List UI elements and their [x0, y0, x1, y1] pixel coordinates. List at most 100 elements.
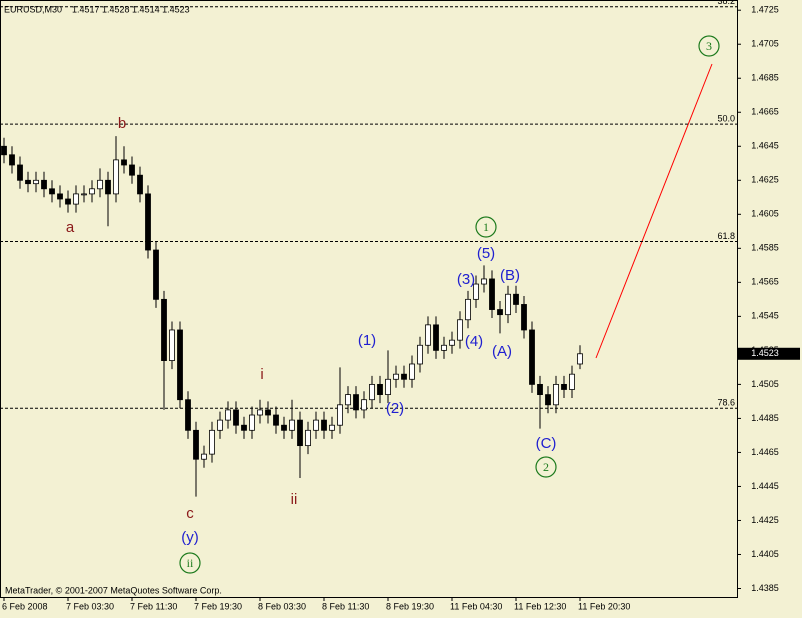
candle-body: [57, 193, 63, 200]
wave-circle: [179, 552, 201, 574]
candle-body: [73, 193, 79, 205]
x-tick-label: 8 Feb 03:30: [258, 601, 306, 611]
y-tick-label: 1.4405: [751, 549, 779, 559]
wave-circle: [535, 456, 557, 478]
candle-body: [113, 159, 119, 195]
candle-body: [65, 198, 71, 205]
chart-title: EURUSD,M30: [4, 4, 62, 14]
candle-body: [505, 293, 511, 316]
candle-body: [81, 193, 87, 196]
wave-label: (C): [536, 435, 557, 452]
y-tick-label: 1.4505: [751, 379, 779, 389]
y-tick-label: 1.4725: [751, 5, 779, 15]
footer: MetaTrader, © 2001-2007 MetaQuotes Softw…: [5, 585, 222, 595]
wave-label: b: [118, 115, 126, 132]
candle-body: [345, 394, 351, 406]
candle-body: [233, 409, 239, 426]
candle-body: [97, 179, 103, 190]
candle-body: [553, 383, 559, 406]
candle-body: [497, 309, 503, 316]
candle-body: [41, 179, 47, 190]
candle-body: [129, 164, 135, 176]
wave-label: (A): [492, 343, 512, 360]
x-tick-label: 7 Feb 03:30: [66, 601, 114, 611]
candle-body: [545, 394, 551, 406]
candle-body: [249, 414, 255, 431]
candle-body: [9, 154, 15, 166]
wave-label: 2: [543, 460, 549, 474]
y-tick-label: 1.4425: [751, 515, 779, 525]
candle-body: [441, 344, 447, 351]
candle-body: [361, 399, 367, 411]
x-tick-label: 8 Feb 19:30: [386, 601, 434, 611]
candle-body: [153, 249, 159, 300]
x-tick-label: 7 Feb 19:30: [194, 601, 242, 611]
candle-body: [313, 419, 319, 431]
wave-label: (3): [457, 271, 475, 288]
x-tick-label: 7 Feb 11:30: [130, 601, 177, 611]
candle-body: [265, 409, 271, 416]
price-marker-label: 1.4523: [751, 348, 779, 358]
candle-body: [457, 319, 463, 341]
x-tick-label: 6 Feb 2008: [2, 601, 48, 611]
y-tick-label: 1.4705: [751, 39, 779, 49]
candle-body: [289, 419, 295, 431]
y-tick-label: 1.4665: [751, 107, 779, 117]
candle-body: [193, 429, 199, 460]
candle-body: [393, 373, 399, 380]
candle-body: [305, 429, 311, 447]
candle-body: [1, 145, 7, 156]
y-tick-label: 1.4645: [751, 141, 779, 151]
wave-label: ii: [291, 491, 298, 508]
candle-body: [321, 419, 327, 431]
candle-body: [225, 409, 231, 421]
y-tick-label: 1.4585: [751, 243, 779, 253]
candle-body: [409, 363, 415, 380]
candle-body: [17, 164, 23, 181]
candle-body: [185, 399, 191, 431]
candle-body: [369, 383, 375, 401]
x-tick-label: 8 Feb 11:30: [322, 601, 369, 611]
y-tick-label: 1.4465: [751, 447, 779, 457]
candle-body: [273, 414, 279, 426]
wave-label: 3: [706, 39, 712, 53]
wave-label: (2): [386, 400, 404, 417]
candle-body: [377, 383, 383, 395]
wave-label: (y): [181, 529, 199, 546]
candle-body: [465, 298, 471, 321]
candle-body: [201, 453, 207, 460]
candle-body: [89, 188, 95, 195]
candle-body: [385, 378, 391, 395]
x-tick-label: 11 Feb 20:30: [578, 601, 630, 611]
level-label: 61.8: [717, 231, 735, 241]
projection-line: [595, 63, 713, 359]
y-tick-label: 1.4565: [751, 277, 779, 287]
candle-body: [577, 353, 583, 365]
candle-body: [537, 383, 543, 395]
wave-label: (B): [500, 267, 520, 284]
candle-body: [145, 193, 151, 251]
y-tick-label: 1.4685: [751, 73, 779, 83]
candle-body: [425, 324, 431, 346]
wave-label: c: [186, 505, 194, 522]
wave-label: (4): [465, 333, 483, 350]
candle-body: [337, 404, 343, 426]
candle-body: [417, 344, 423, 365]
candle-body: [433, 324, 439, 351]
candle-body: [281, 424, 287, 431]
wave-label: (5): [477, 245, 495, 262]
candle-body: [49, 188, 55, 195]
y-tick-label: 1.4485: [751, 413, 779, 423]
wave-circle: [698, 35, 720, 57]
candle-body: [241, 424, 247, 431]
candle-body: [105, 179, 111, 195]
wave-label: (1): [358, 332, 376, 349]
wave-circle: [475, 216, 497, 238]
candle-body: [33, 179, 39, 185]
wave-label: ii: [187, 556, 194, 570]
chart-ohlc: 1.4517 1.4528 1.4514 1.4523: [72, 4, 190, 14]
candle-body: [521, 304, 527, 331]
candle-body: [561, 383, 567, 390]
candle-body: [25, 179, 31, 185]
